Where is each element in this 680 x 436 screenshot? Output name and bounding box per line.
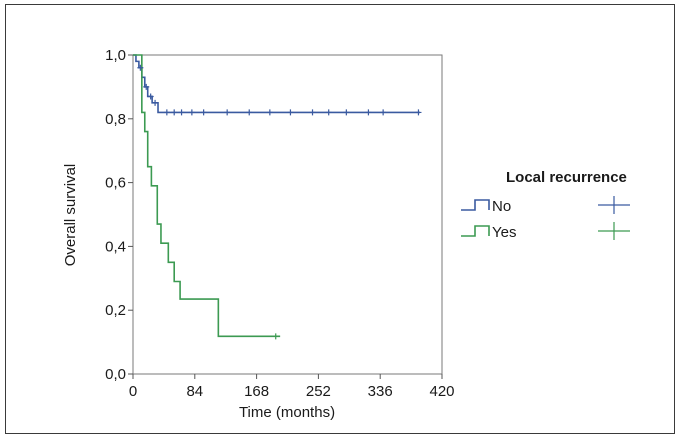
legend-label-yes: Yes [492,224,516,241]
censor-mark-no [147,93,154,100]
censor-mark-no [309,109,316,116]
legend-title: Local recurrence [506,169,627,186]
y-tick-label: 0,6 [105,175,126,192]
x-tick-label: 420 [429,383,454,400]
censor-mark-no [200,109,207,116]
y-tick-label: 1,0 [105,47,126,64]
censor-mark-no [287,109,294,116]
y-tick-label: 0,4 [105,238,126,255]
legend-censor-mark-no [598,196,630,214]
censor-marks [137,64,422,340]
censor-mark-no [415,109,422,116]
y-tick-label: 0,8 [105,111,126,128]
series-line-no [133,54,420,114]
y-axis: 0,0 0,2 0,4 0,6 0,8 1,0 [105,47,133,383]
x-tick-label: 84 [186,383,203,400]
y-tick-label: 0,0 [105,366,126,383]
legend-swatch-yes [461,225,490,237]
censor-mark-no [380,109,387,116]
censor-mark-no [152,99,159,106]
series-lines [133,54,420,338]
censor-mark-no [188,109,195,116]
censor-mark-no [143,83,150,90]
y-axis-label: Overall survival [62,164,79,267]
legend-swatch-no [461,199,490,211]
censor-mark-no [343,109,350,116]
censor-mark-no [163,109,170,116]
legend-label-no: No [492,198,511,215]
y-tick-label: 0,2 [105,302,126,319]
legend-censor-mark-yes [598,222,630,240]
x-axis-label: Time (months) [239,404,335,421]
censor-mark-no [365,109,372,116]
figure-frame: 0,0 0,2 0,4 0,6 0,8 1,0 0 84 168 252 336 420 Time … [5,4,675,434]
censor-mark-no [224,109,231,116]
x-tick-label: 168 [244,383,269,400]
censor-mark-no [266,109,273,116]
survival-chart: 0,0 0,2 0,4 0,6 0,8 1,0 0 84 168 252 336 420 Time … [62,47,630,421]
censor-mark-no [325,109,332,116]
censor-mark-no [178,109,185,116]
x-tick-label: 252 [306,383,331,400]
x-axis: 0 84 168 252 336 420 [129,374,455,400]
series-line-yes [133,54,281,338]
plot-area [132,54,443,375]
x-tick-label: 0 [129,383,137,400]
censor-mark-no [246,109,253,116]
censor-mark-no [171,109,178,116]
censor-mark-yes [272,333,279,340]
x-tick-label: 336 [368,383,393,400]
legend: Local recurrence No Yes [461,169,630,241]
censor-mark-no [137,64,144,71]
